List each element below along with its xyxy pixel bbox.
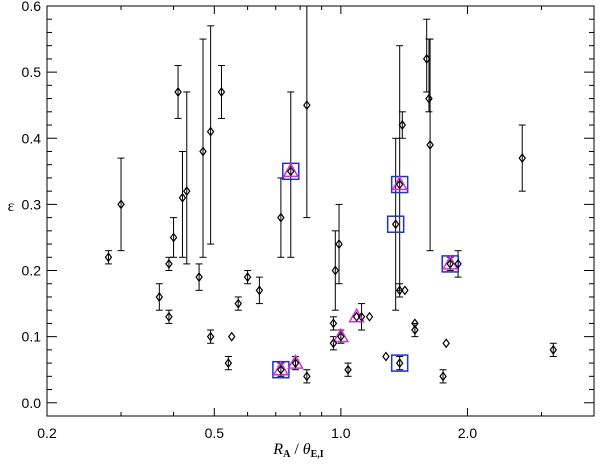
y-tick-label: 0.6 (22, 0, 42, 14)
data-point (183, 186, 191, 197)
x-axis-title-main: R (272, 441, 283, 458)
y-tick-label: 0.4 (22, 130, 42, 146)
data-point (234, 298, 242, 309)
y-tick-label: 0.5 (22, 64, 42, 80)
data-point (255, 285, 264, 296)
data-point (331, 265, 340, 276)
data-point (382, 351, 390, 362)
data-point (337, 331, 345, 342)
data-point (365, 311, 374, 322)
data-point (329, 318, 338, 329)
data-point (291, 358, 300, 369)
axis-ticks (46, 5, 595, 416)
data-point (169, 232, 178, 243)
x-axis-title: RA / θE,I (272, 441, 323, 460)
data-point (165, 258, 173, 269)
data-point (395, 285, 404, 296)
plot-frame (46, 5, 595, 417)
highlight-square (390, 354, 409, 372)
data-point (344, 364, 352, 375)
data-point (549, 344, 558, 355)
x-axis-title-theta: θ (303, 441, 311, 458)
x-tick-label: 0.5 (205, 425, 225, 441)
data-point (195, 272, 203, 283)
data-point (303, 100, 311, 111)
y-tick-label: 0.3 (22, 196, 42, 212)
data-point (401, 285, 409, 296)
data-point (227, 331, 236, 342)
data-point (243, 272, 252, 283)
data-point (335, 239, 343, 250)
x-tick-label: 0.2 (37, 425, 57, 441)
y-tick-label: 0.2 (22, 263, 42, 279)
data-point (395, 358, 404, 369)
x-axis-title-theta-sub: E,I (311, 449, 324, 460)
data-point (518, 153, 526, 164)
y-tick-label: 0.0 (22, 395, 42, 411)
data-point (277, 212, 285, 223)
y-tick-label: 0.1 (22, 329, 42, 345)
data-point (178, 192, 187, 203)
data-point (422, 53, 431, 64)
data-point (165, 311, 173, 322)
data-point (329, 338, 338, 349)
data-point (439, 371, 447, 382)
axis-tick-labels: 0.2 0.5 1.0 2.0 0.0 0.1 0.2 0.3 0.4 0.5 0.6 (22, 0, 478, 441)
y-axis-title: ε (8, 198, 15, 215)
data-point (277, 364, 285, 375)
data-point (303, 371, 311, 382)
data-point (426, 139, 434, 150)
highlight-square (386, 215, 405, 233)
data-point (411, 318, 419, 329)
data-point (454, 258, 462, 269)
data-point (206, 331, 215, 342)
data-point (224, 358, 233, 369)
data-point (425, 93, 433, 104)
data-point (446, 258, 454, 269)
data-point (155, 291, 164, 302)
data-markers (104, 53, 558, 382)
data-point (398, 120, 407, 131)
data-point (104, 252, 113, 263)
error-bars (104, 6, 557, 384)
data-point (287, 166, 295, 177)
data-point (117, 199, 125, 210)
data-point (395, 179, 404, 190)
x-tick-label: 2.0 (458, 425, 478, 441)
x-axis-title-sep: / (290, 441, 302, 458)
data-point (442, 338, 450, 349)
data-point (217, 86, 226, 97)
data-point (391, 219, 400, 230)
data-point (174, 86, 182, 97)
data-point (199, 146, 207, 157)
x-axis-title-main-sub: A (283, 449, 291, 460)
data-point (352, 311, 361, 322)
data-point (411, 325, 419, 336)
data-point (357, 311, 366, 322)
x-tick-label: 1.0 (331, 425, 351, 441)
data-point (206, 126, 215, 137)
